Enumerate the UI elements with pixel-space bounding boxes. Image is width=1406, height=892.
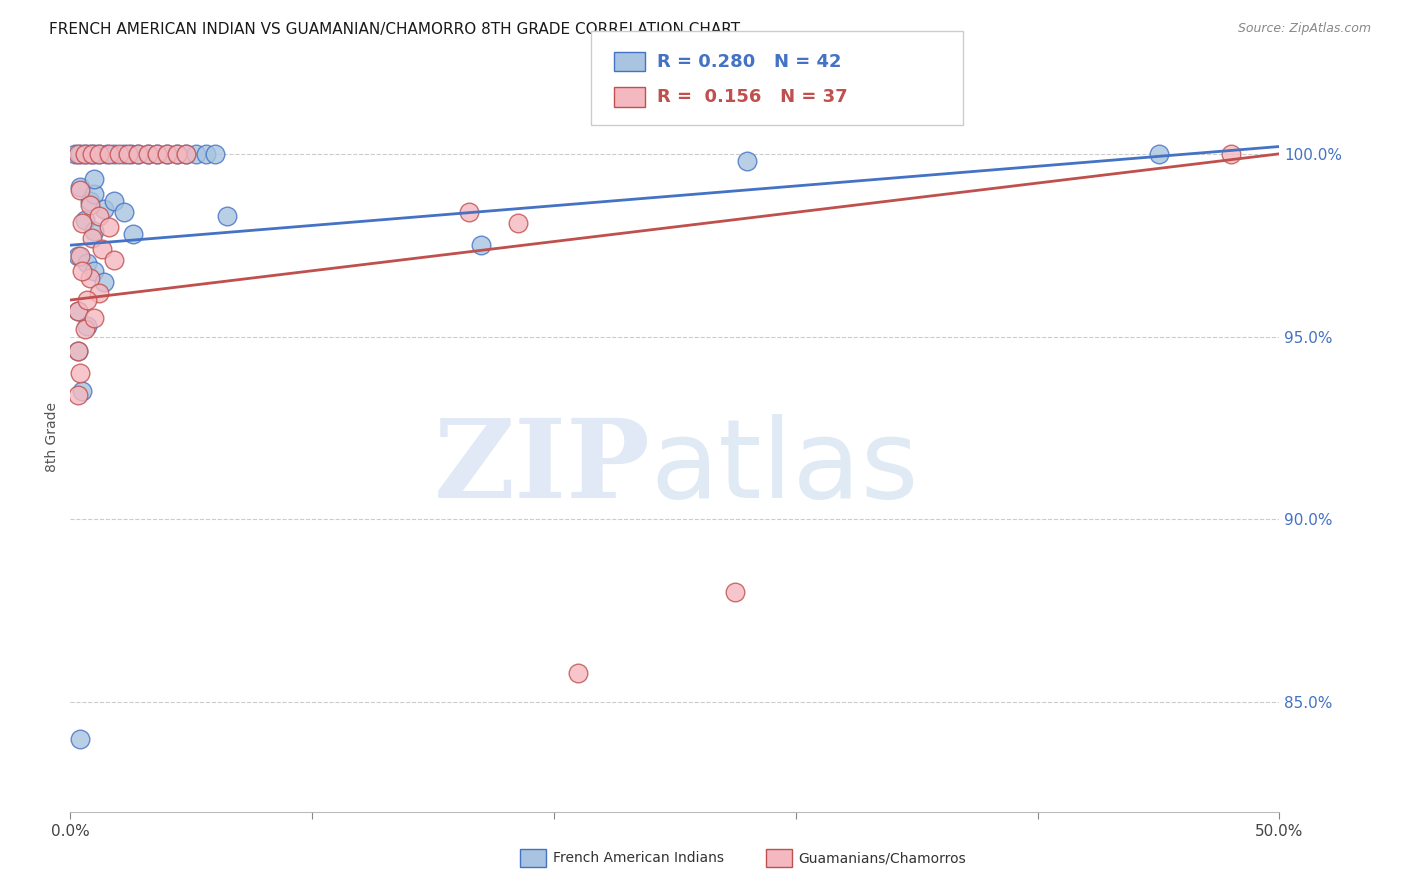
Point (83, 264, 105, 278)
Text: R =  0.156   N = 37: R = 0.156 N = 37 (657, 88, 848, 106)
Point (72, 216, 94, 230)
Point (98, 219, 121, 234)
Point (89, 146, 111, 161)
Point (166, 146, 188, 161)
Point (1147, 146, 1170, 161)
Point (176, 146, 198, 161)
Point (458, 205, 481, 219)
Point (176, 146, 198, 161)
Point (73, 212, 96, 227)
Point (66, 304, 89, 318)
Point (204, 146, 226, 161)
Point (506, 216, 529, 230)
Point (76, 256, 98, 270)
Point (66, 304, 89, 318)
Point (69, 183, 91, 197)
Point (127, 146, 149, 161)
Point (66, 146, 89, 161)
Point (567, 665, 589, 680)
Point (72, 384, 94, 399)
Text: FRENCH AMERICAN INDIAN VS GUAMANIAN/CHAMORRO 8TH GRADE CORRELATION CHART: FRENCH AMERICAN INDIAN VS GUAMANIAN/CHAM… (49, 22, 741, 37)
Point (79, 198, 101, 212)
Point (63, 146, 86, 161)
Point (80, 146, 103, 161)
Point (136, 146, 159, 161)
Point (69, 731, 91, 746)
Point (112, 205, 135, 219)
Point (156, 146, 179, 161)
Point (79, 194, 101, 209)
Point (146, 146, 169, 161)
Point (122, 227, 145, 242)
Point (103, 252, 125, 267)
Point (80, 231, 103, 245)
Point (83, 187, 105, 202)
Point (93, 202, 115, 216)
Point (83, 311, 105, 326)
Point (127, 146, 149, 161)
Point (93, 275, 115, 289)
Point (103, 146, 125, 161)
Point (69, 179, 91, 194)
Point (98, 146, 121, 161)
Point (136, 146, 159, 161)
Point (66, 344, 89, 359)
Point (107, 146, 129, 161)
Point (194, 146, 217, 161)
Point (69, 146, 91, 161)
Point (217, 209, 239, 223)
Point (83, 223, 105, 237)
Point (96, 146, 118, 161)
Point (73, 146, 96, 161)
Point (76, 318, 98, 333)
Point (69, 249, 91, 263)
Point (66, 388, 89, 402)
Point (76, 293, 98, 307)
Point (470, 238, 492, 252)
Y-axis label: 8th Grade: 8th Grade (45, 402, 59, 472)
Point (73, 146, 96, 161)
Point (184, 146, 207, 161)
Point (112, 146, 135, 161)
Point (166, 146, 188, 161)
Point (89, 285, 111, 300)
Point (103, 194, 125, 209)
Text: ZIP: ZIP (434, 414, 651, 521)
Point (146, 146, 169, 161)
Point (724, 585, 747, 599)
Point (89, 146, 111, 161)
Text: Guamanians/Chamorros: Guamanians/Chamorros (799, 851, 966, 865)
Point (737, 154, 759, 169)
Point (156, 146, 179, 161)
Point (89, 209, 111, 223)
Point (73, 322, 96, 336)
Point (72, 264, 94, 278)
Point (66, 344, 89, 359)
Point (1220, 146, 1243, 161)
Point (69, 366, 91, 380)
Point (90, 242, 112, 256)
Text: French American Indians: French American Indians (553, 851, 724, 865)
Text: atlas: atlas (651, 414, 920, 521)
Point (120, 146, 142, 161)
Text: R = 0.280   N = 42: R = 0.280 N = 42 (657, 53, 841, 70)
Point (79, 146, 101, 161)
Text: Source: ZipAtlas.com: Source: ZipAtlas.com (1237, 22, 1371, 36)
Point (83, 172, 105, 186)
Point (83, 146, 105, 161)
Point (117, 146, 139, 161)
Point (79, 271, 101, 285)
Point (66, 249, 89, 263)
